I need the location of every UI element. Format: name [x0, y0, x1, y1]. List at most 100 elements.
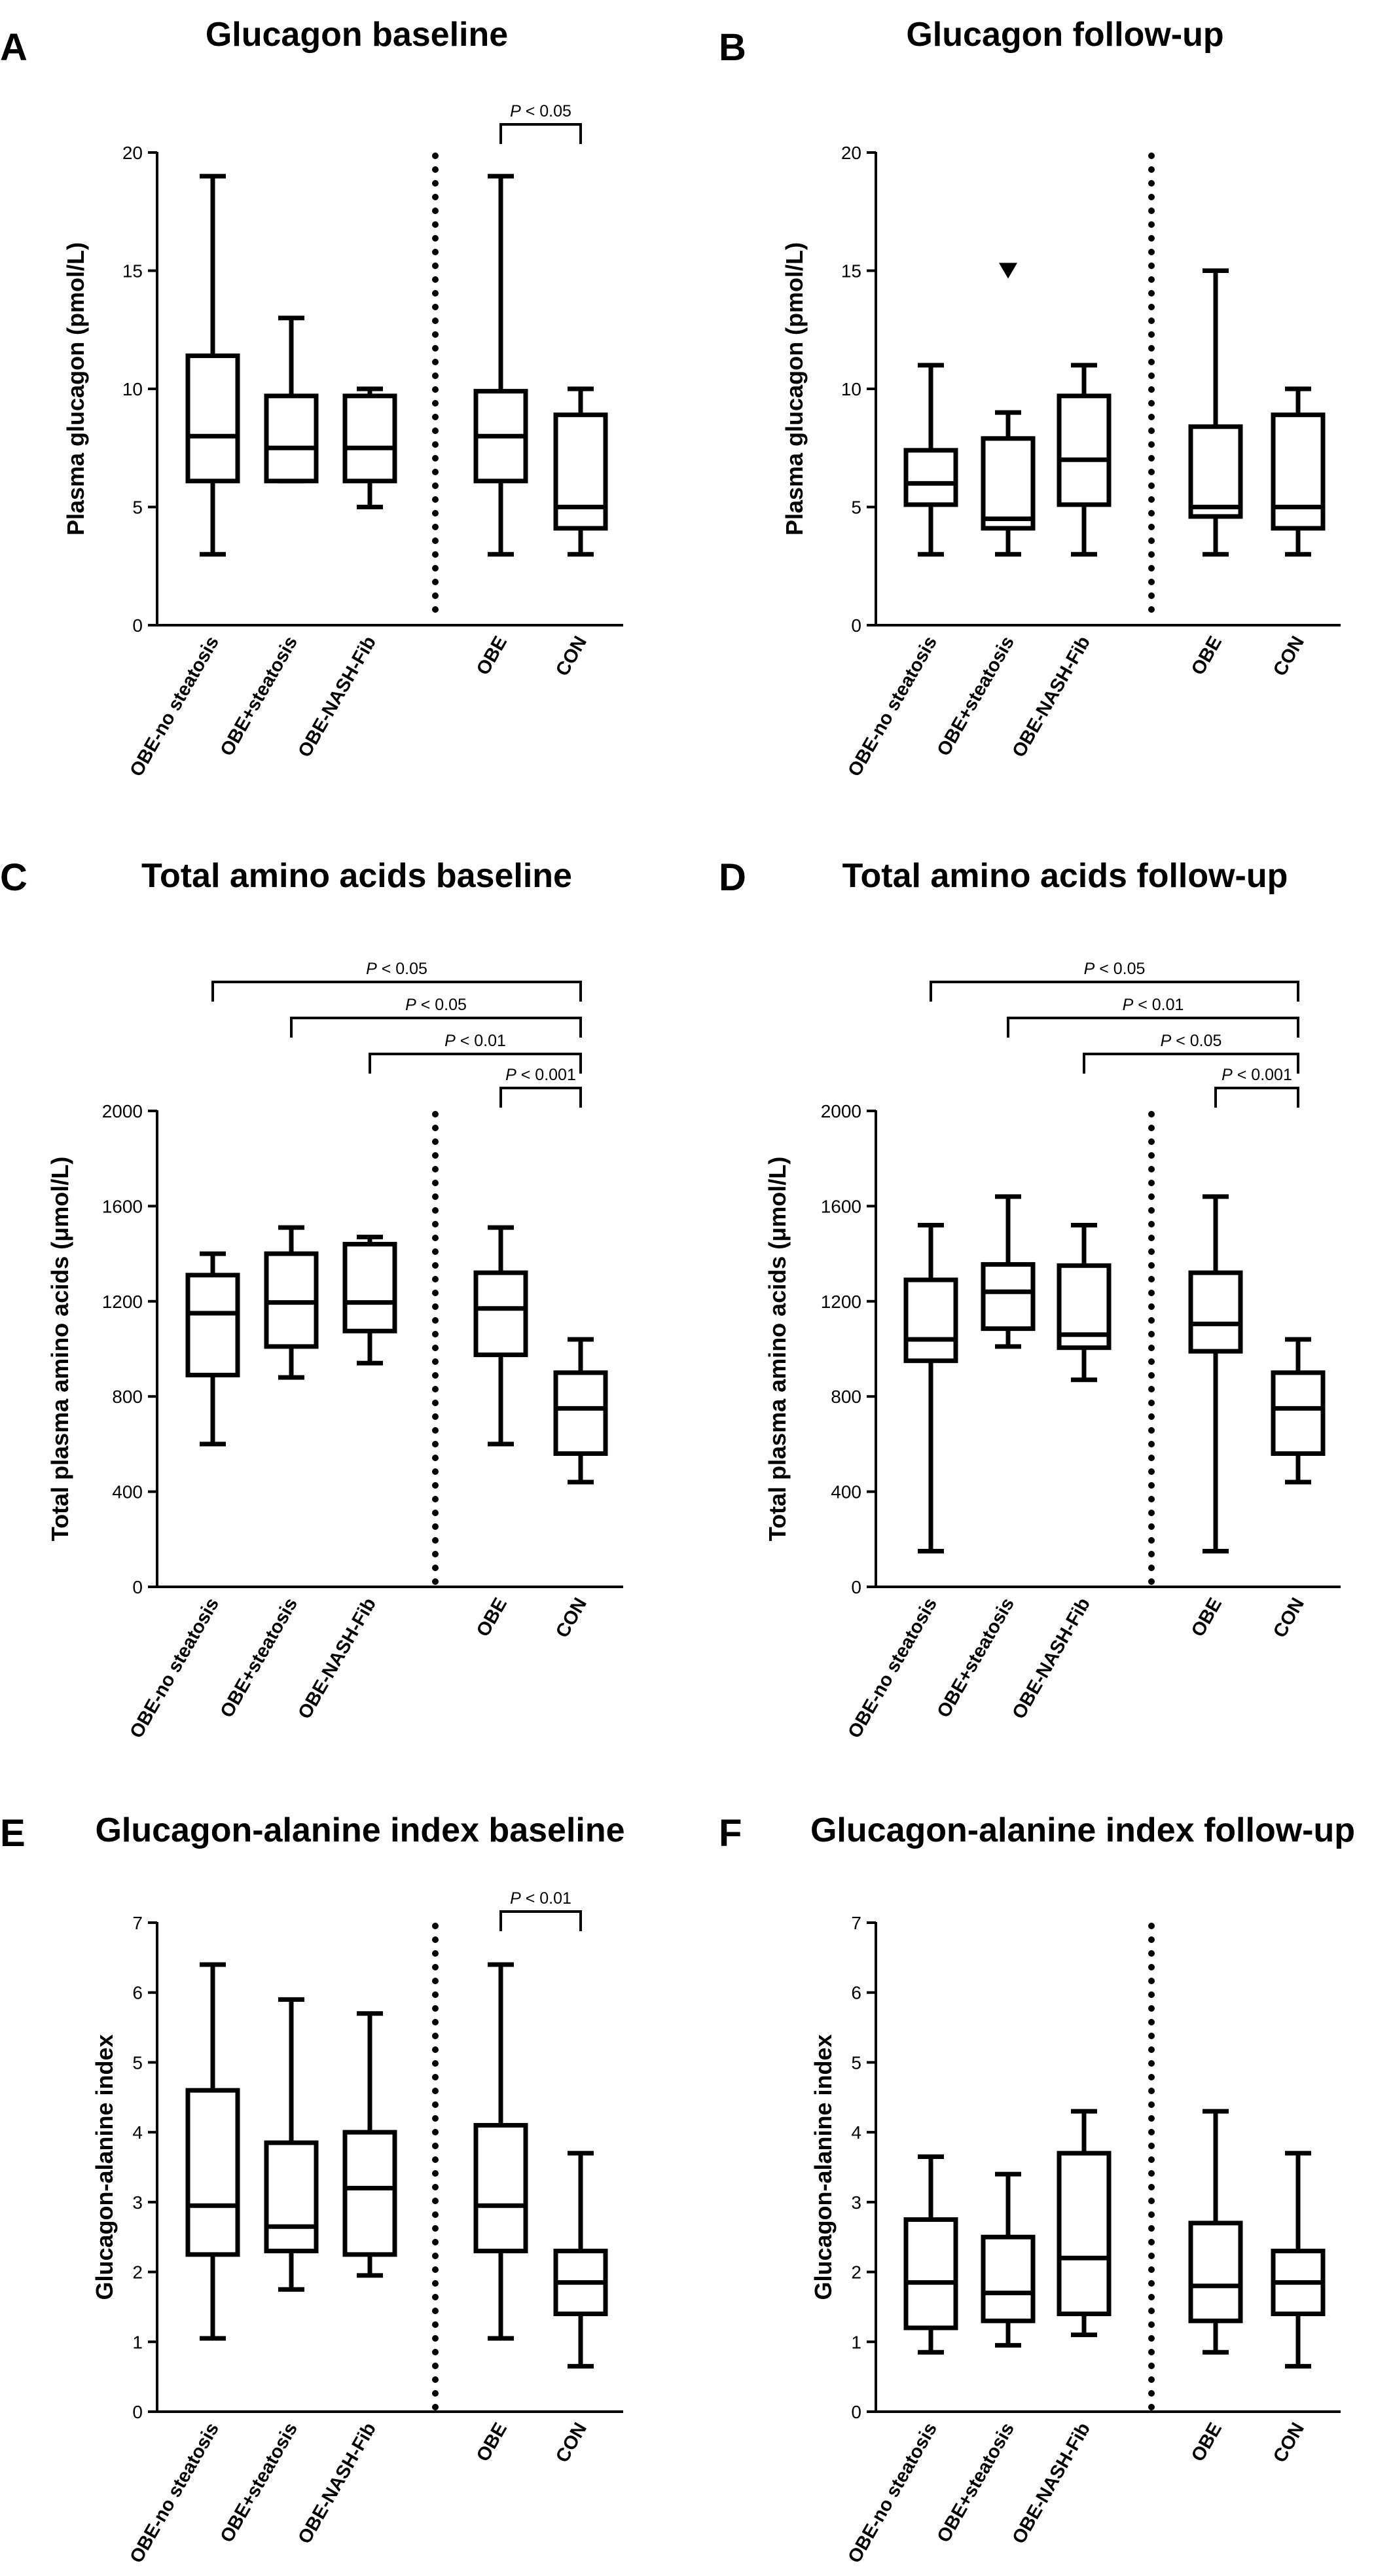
y-axis-label: Total plasma amino acids (μmol/L): [764, 1157, 791, 1541]
y-tick-label: 0: [851, 1577, 861, 1597]
y-tick-label: 4: [132, 2122, 143, 2143]
significance-bracket: [1083, 1053, 1299, 1074]
box-iqr: [1188, 1270, 1243, 1354]
significance-bracket: [499, 1087, 582, 1108]
box-1: [185, 173, 240, 557]
y-tick-label: 800: [112, 1387, 143, 1407]
x-category-label: OBE-no steatosis: [126, 1595, 223, 1742]
y-tick-label: 7: [132, 1913, 143, 1933]
box-2: [981, 410, 1036, 557]
significance-bracket: [499, 1910, 582, 1931]
y-tick-label: 10: [841, 379, 861, 399]
x-category-label: OBE-NASH-Fib: [1008, 633, 1094, 761]
panel-title: Total amino acids follow-up: [842, 857, 1288, 895]
box-4: [473, 1962, 528, 2341]
box-iqr: [553, 1370, 608, 1456]
significance-label: P < 0.05: [510, 102, 571, 120]
box-1: [903, 363, 958, 557]
x-category-label: CON: [1269, 633, 1309, 680]
y-tick-label: 1200: [821, 1292, 861, 1312]
y-tick-label: 10: [122, 379, 143, 399]
box-3: [342, 2011, 397, 2278]
significance-label: P < 0.001: [505, 1066, 576, 1084]
x-category-label: CON: [552, 1595, 591, 1642]
x-category-label: OBE-no steatosis: [126, 2420, 223, 2567]
box-iqr: [342, 393, 397, 484]
significance-label: P < 0.05: [366, 960, 427, 978]
y-axis-label: Glucagon-alanine index: [91, 2034, 118, 2300]
box-4: [473, 1225, 528, 1447]
y-tick-label: 20: [841, 143, 861, 163]
x-category-label: CON: [1269, 2420, 1309, 2467]
panel-f: F Glucagon-alanine index follow-up Glucago…: [719, 1811, 1355, 2567]
box-5: [553, 386, 608, 557]
box-iqr: [342, 2130, 397, 2257]
x-category-label: CON: [552, 633, 591, 680]
box-2: [264, 316, 319, 484]
x-category-label: CON: [1269, 1595, 1309, 1642]
box-5: [553, 2150, 608, 2369]
y-tick-label: 1600: [102, 1196, 143, 1216]
box-3: [342, 1235, 397, 1366]
box-5: [1271, 1337, 1326, 1485]
y-tick-label: 2: [851, 2262, 861, 2283]
panel-letter: E: [0, 1812, 26, 1855]
panel-letter: C: [0, 856, 27, 899]
x-category-label: OBE-NASH-Fib: [1008, 1595, 1094, 1723]
x-category-label: OBE-no steatosis: [844, 2420, 941, 2567]
y-tick-label: 1: [851, 2332, 861, 2352]
y-tick-label: 1600: [821, 1196, 861, 1216]
x-category-label: OBE-no steatosis: [844, 1595, 941, 1742]
significance-bracket: [499, 123, 582, 144]
box-iqr: [473, 2122, 528, 2254]
panel-c: C Total amino acids baseline Total plasma …: [0, 856, 623, 1742]
x-category-label: OBE+steatosis: [933, 633, 1019, 760]
y-tick-label: 20: [122, 143, 143, 163]
box-iqr: [264, 393, 319, 484]
box-iqr: [185, 353, 240, 484]
x-category-label: OBE-NASH-Fib: [1008, 2420, 1094, 2548]
y-tick-label: 5: [132, 2052, 143, 2073]
box-iqr: [981, 2234, 1036, 2323]
x-category-label: OBE+steatosis: [217, 2420, 302, 2547]
y-tick-label: 2000: [821, 1101, 861, 1121]
box-4: [1188, 268, 1243, 557]
box-iqr: [1271, 412, 1326, 531]
y-tick-label: 800: [831, 1387, 861, 1407]
y-tick-label: 1: [132, 2332, 143, 2352]
box-iqr: [903, 448, 958, 507]
box-iqr: [185, 2088, 240, 2257]
x-category-label: OBE: [1187, 1595, 1226, 1641]
y-tick-label: 0: [132, 1577, 143, 1597]
significance-bracket: [930, 981, 1299, 1002]
box-iqr: [1057, 393, 1112, 507]
significance-label: P < 0.01: [510, 1889, 571, 1908]
box-2: [981, 2171, 1036, 2348]
box-iqr: [903, 1277, 958, 1364]
box-2: [264, 1225, 319, 1380]
box-2: [981, 1194, 1036, 1349]
significance-label: P < 0.001: [1221, 1066, 1292, 1084]
y-tick-label: 2: [132, 2262, 143, 2283]
y-tick-label: 4: [851, 2122, 861, 2143]
y-tick-label: 7: [851, 1913, 861, 1933]
x-category-label: OBE-NASH-Fib: [294, 2420, 380, 2548]
y-tick-label: 3: [851, 2192, 861, 2213]
significance-label: P < 0.05: [1161, 1032, 1222, 1050]
x-category-label: OBE: [473, 1595, 511, 1641]
y-tick-label: 0: [851, 2402, 861, 2422]
outlier-marker: [999, 263, 1017, 279]
y-axis-label: Plasma glucagon (pmol/L): [62, 242, 89, 535]
panel-title: Glucagon follow-up: [906, 16, 1223, 54]
box-iqr: [1057, 2150, 1112, 2317]
box-3: [1057, 363, 1112, 557]
panel-e: E Glucagon-alanine index baseline Glucagon…: [0, 1811, 625, 2567]
panel-title: Glucagon-alanine index follow-up: [810, 1811, 1355, 1849]
x-category-label: OBE-NASH-Fib: [294, 1595, 380, 1723]
y-tick-label: 5: [851, 498, 861, 518]
box-iqr: [981, 436, 1036, 531]
box-4: [1188, 1194, 1243, 1553]
box-2: [264, 1997, 319, 2292]
x-category-label: OBE: [1187, 633, 1226, 679]
x-category-label: OBE+steatosis: [217, 1595, 302, 1722]
